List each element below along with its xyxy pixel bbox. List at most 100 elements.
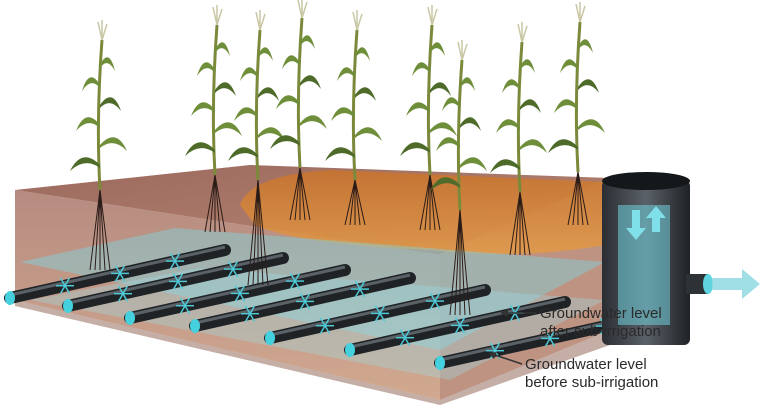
water-spray: [177, 273, 184, 282]
leaf: [578, 119, 605, 133]
pipe-end: [265, 331, 275, 345]
leaf: [578, 39, 593, 53]
leaf: [355, 87, 376, 101]
leaf: [520, 99, 541, 113]
root: [209, 174, 216, 233]
root: [344, 179, 356, 226]
leaf: [430, 122, 457, 136]
water-spray: [494, 342, 501, 352]
leaf: [215, 42, 230, 56]
water-spray: [379, 313, 386, 322]
flow-arrow-up: [646, 206, 666, 232]
water-spray: [299, 301, 306, 310]
water-spray: [434, 300, 441, 310]
water-spray: [399, 337, 406, 346]
water-spray: [514, 304, 521, 314]
drain-pipes: [4, 244, 661, 370]
water-spray: [544, 338, 551, 347]
leaf: [270, 135, 300, 149]
leaf: [430, 82, 451, 96]
leaf: [215, 122, 242, 136]
water-spray: [544, 330, 551, 339]
water-spray: [434, 292, 441, 302]
leaf: [300, 115, 327, 129]
leaf: [185, 142, 215, 156]
tassel: [517, 22, 528, 43]
water-spray: [549, 330, 556, 339]
stem: [351, 29, 359, 181]
tassel: [212, 5, 223, 26]
water-spray: [319, 325, 326, 334]
root: [99, 189, 106, 271]
leaf: [337, 67, 355, 81]
water-spray: [359, 280, 366, 290]
root: [247, 179, 259, 286]
leaf: [578, 79, 599, 93]
tassel: [427, 5, 438, 26]
leaf: [300, 35, 315, 49]
water-spray: [454, 325, 461, 334]
leaf: [436, 137, 460, 151]
leaf: [76, 117, 100, 131]
water-spray: [324, 317, 331, 327]
pipe-highlight: [67, 253, 284, 305]
leaf: [460, 77, 475, 91]
water-spray: [304, 301, 311, 310]
root: [459, 209, 471, 316]
pointer-head: [488, 352, 497, 359]
leaf: [412, 62, 430, 76]
water-spray: [239, 293, 246, 302]
root: [289, 167, 301, 221]
annotation-text: before sub-irrigation: [525, 374, 658, 391]
water-spray: [169, 260, 176, 270]
root: [577, 171, 584, 226]
water-spray: [514, 312, 521, 322]
root: [577, 171, 589, 226]
water-spray: [549, 338, 556, 347]
leaf: [258, 47, 273, 61]
water-spray: [179, 297, 186, 307]
water-spray: [184, 297, 191, 307]
water-spray: [249, 305, 256, 315]
leaf: [355, 47, 370, 61]
water-spray: [489, 342, 496, 352]
leaf: [400, 142, 430, 156]
root: [567, 171, 579, 226]
outflow-arrow: [712, 269, 760, 299]
leaf: [496, 119, 520, 133]
leaf: [100, 97, 121, 111]
root: [514, 191, 521, 256]
pipe-end: [345, 343, 355, 357]
stem: [211, 24, 219, 176]
stem: [456, 59, 464, 211]
stem: [516, 41, 524, 193]
root: [449, 209, 461, 316]
pipe-end: [190, 319, 200, 333]
water-spray: [184, 305, 191, 314]
root: [294, 167, 301, 221]
leaf: [300, 75, 321, 89]
root: [299, 167, 311, 221]
tassel: [297, 0, 308, 19]
water-spray: [454, 317, 461, 326]
leaf: [460, 117, 481, 131]
water-spray: [64, 277, 71, 287]
water-spray: [122, 293, 129, 302]
leaf: [548, 139, 578, 153]
water-spray: [404, 329, 411, 339]
water-spray: [114, 265, 121, 274]
leaf: [100, 137, 127, 151]
root: [424, 174, 431, 231]
root: [89, 189, 101, 271]
leaf: [215, 82, 236, 96]
stem: [426, 24, 434, 176]
leaf: [331, 107, 355, 121]
water-spray: [354, 280, 361, 290]
annotation-text: Groundwater level: [540, 305, 662, 322]
water-spray: [374, 313, 381, 322]
water-spray: [249, 313, 256, 322]
leaf: [502, 79, 520, 93]
water-spray: [399, 329, 406, 339]
pipe-highlight: [269, 285, 486, 337]
